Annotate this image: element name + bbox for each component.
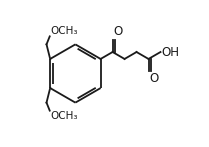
Text: O: O bbox=[149, 72, 158, 86]
Text: OH: OH bbox=[161, 46, 179, 59]
Text: OCH₃: OCH₃ bbox=[50, 111, 78, 121]
Text: O: O bbox=[113, 25, 122, 39]
Text: OCH₃: OCH₃ bbox=[50, 26, 78, 36]
